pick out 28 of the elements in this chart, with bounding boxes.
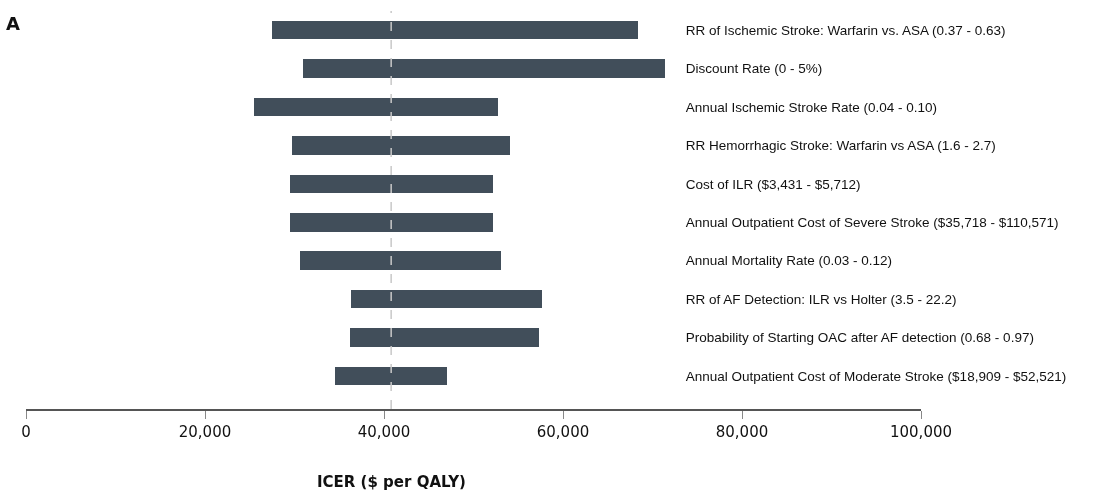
bar: [351, 290, 542, 308]
y-tick-label: RR of AF Detection: ILR vs Holter (3.5 - 22.2): [685, 291, 957, 307]
y-tick-label: Discount Rate (0 - 5%): [685, 61, 823, 77]
bar: [300, 251, 501, 270]
x-tick-label: 40,000: [357, 423, 411, 441]
bar: [290, 213, 493, 232]
bar: [290, 175, 493, 193]
bar: [254, 98, 498, 116]
x-axis-title: ICER ($ per QALY): [317, 473, 466, 491]
bar: [292, 136, 510, 155]
x-tick-label: 60,000: [536, 423, 590, 441]
x-tick-label: 20,000: [178, 423, 232, 441]
x-tick-label: 80,000: [715, 423, 769, 441]
bar: [303, 59, 665, 78]
chart-title: A: [6, 13, 20, 34]
y-tick-label: Annual Ischemic Stroke Rate (0.04 - 0.10): [685, 99, 938, 115]
y-tick-label: Probability of Starting OAC after AF detection (0.68 - 0.97): [685, 330, 1034, 346]
bar: [350, 328, 539, 347]
bar: [335, 367, 447, 385]
y-tick-label: Cost of ILR ($3,431 - $5,712): [685, 176, 861, 192]
x-tick-label: 0: [21, 423, 31, 441]
y-tick-label: Annual Outpatient Cost of Moderate Stroke ($18,909 - $52,521): [685, 368, 1067, 384]
y-tick-label: Annual Mortality Rate (0.03 - 0.12): [685, 253, 893, 269]
y-tick-label: RR of Ischemic Stroke: Warfarin vs. ASA (0.37 - 0.63): [685, 22, 1006, 38]
y-tick-label: RR Hemorrhagic Stroke: Warfarin vs ASA (1.6 - 2.7): [685, 138, 996, 154]
x-tick-label: 100,000: [889, 423, 953, 441]
y-tick-label: Annual Outpatient Cost of Severe Stroke ($35,718 - $110,571): [685, 215, 1059, 231]
bar: [272, 21, 638, 39]
